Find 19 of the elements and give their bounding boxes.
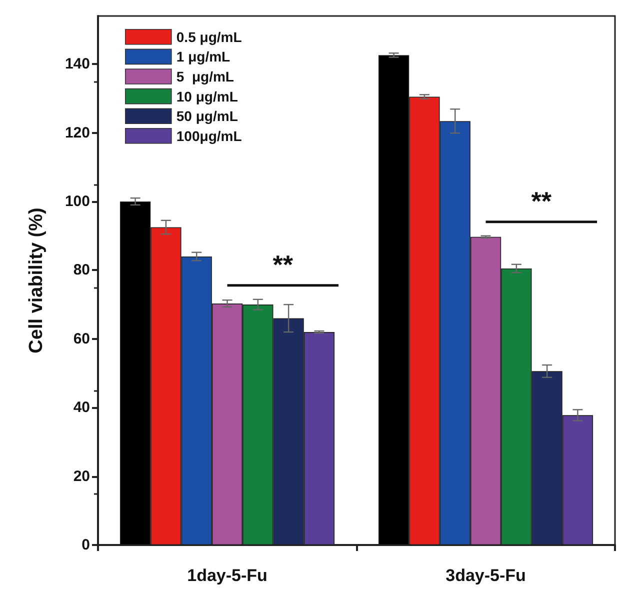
- y-tick-label: 140: [64, 56, 90, 73]
- x-tick-label: 3day-5-Fu: [446, 566, 526, 585]
- y-tick-label: 120: [64, 124, 90, 142]
- annotation: **: [531, 186, 552, 216]
- x-tick-label: 1day-5-Fu: [187, 566, 268, 585]
- legend-label: 50 μg/mL: [176, 108, 238, 124]
- legend-label: 0.5 μg/mL: [176, 28, 242, 45]
- legend-label: 100μg/mL: [176, 128, 242, 144]
- legend-label: 1 μg/mL: [176, 48, 231, 65]
- y-tick-label: 40: [73, 399, 90, 416]
- y-tick-label: 20: [73, 468, 90, 485]
- legend-label: 5 μg/mL: [176, 68, 234, 84]
- y-tick-label: 0: [82, 536, 90, 554]
- y-tick-label: 60: [73, 330, 90, 348]
- y-tick-label: 80: [73, 262, 90, 279]
- legend-label: 10 μg/mL: [176, 88, 238, 104]
- y-tick-label: 100: [64, 192, 90, 210]
- y-axis-title: Cell viability (%): [26, 208, 47, 354]
- annotation: **: [272, 249, 294, 280]
